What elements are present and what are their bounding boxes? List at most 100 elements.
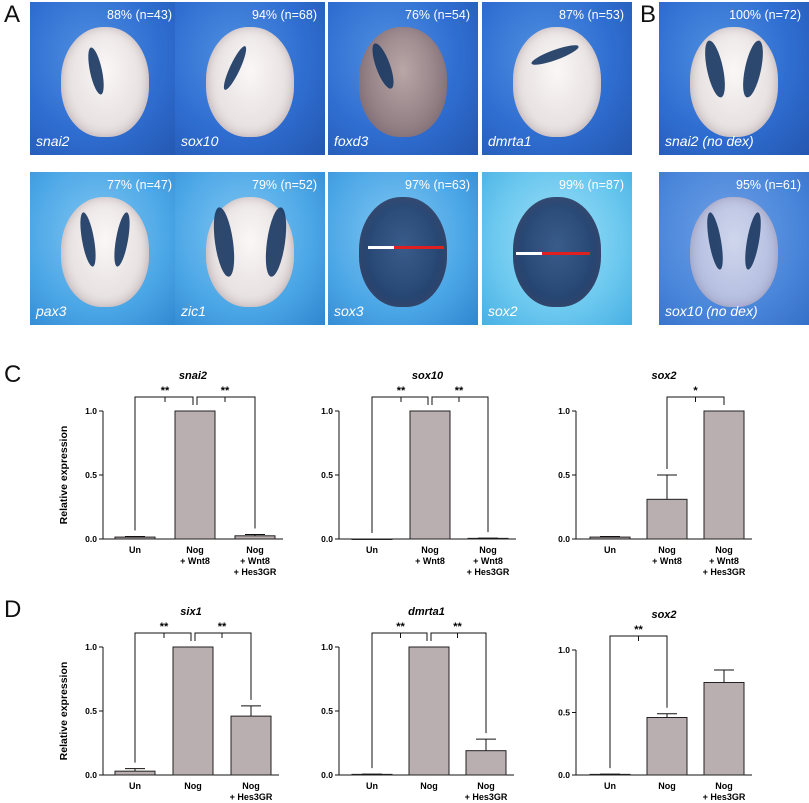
bar [703, 682, 745, 776]
gene-label: snai2 (no dex) [665, 133, 754, 149]
embryo-image-sox3: 97% (n=63) sox3 [328, 172, 478, 325]
category-label: + Hes3GR [467, 567, 510, 577]
chart-title: six1 [180, 606, 201, 618]
category-label: Nog [421, 545, 439, 555]
gene-label: sox10 (no dex) [665, 303, 758, 319]
y-tick-label: 0.5 [321, 706, 333, 716]
y-tick-label: 0.0 [558, 534, 570, 544]
y-axis-label: Relative expression [58, 426, 70, 525]
y-tick-label: 0.0 [85, 770, 97, 780]
category-label: Un [366, 781, 378, 791]
significance-bracket [371, 396, 429, 533]
bar [646, 498, 688, 540]
percentage-label: 95% (n=61) [736, 178, 801, 192]
category-label: Un [604, 781, 616, 791]
chart-title: snai2 [179, 370, 207, 382]
y-tick-label: 1.0 [558, 645, 570, 655]
gene-label: pax3 [36, 303, 67, 319]
y-tick-label: 1.0 [321, 642, 333, 652]
width-marker-red [542, 252, 590, 255]
category-label: + Hes3GR [703, 792, 746, 802]
significance-label: * [693, 385, 698, 397]
panel-label-c: C [4, 361, 22, 388]
chart-title: dmrta1 [408, 606, 445, 618]
gene-label: sox3 [334, 303, 364, 319]
chart-title: sox2 [651, 609, 676, 621]
significance-label: ** [161, 385, 170, 397]
bar [589, 536, 631, 540]
category-label: + Wnt8 [473, 556, 503, 566]
bar [646, 717, 688, 776]
percentage-label: 76% (n=54) [405, 8, 470, 22]
category-label: + Hes3GR [230, 792, 273, 802]
significance-label: ** [160, 621, 169, 633]
panel-label-b: B [640, 1, 657, 28]
percentage-label: 79% (n=52) [252, 178, 317, 192]
bar [351, 538, 393, 540]
y-tick-label: 0.5 [85, 470, 97, 480]
significance-label: ** [221, 385, 230, 397]
category-label: Nog [479, 545, 497, 555]
embryo-image-sox2: 99% (n=87) sox2 [482, 172, 632, 325]
embryo-image-foxd3: 76% (n=54) foxd3 [328, 2, 478, 155]
percentage-label: 99% (n=87) [559, 178, 624, 192]
category-label: Nog [186, 545, 204, 555]
embryo [61, 196, 149, 307]
embryo [513, 26, 601, 137]
bar [114, 536, 156, 540]
category-label: Nog [658, 781, 676, 791]
embryo [359, 196, 447, 307]
gene-label: snai2 [36, 133, 70, 149]
bar [230, 715, 272, 776]
y-tick-label: 0.0 [558, 770, 570, 780]
category-label: Un [129, 781, 141, 791]
bar [408, 646, 450, 776]
y-tick-label: 0.5 [321, 470, 333, 480]
embryo-image-zic1: 79% (n=52) zic1 [175, 172, 325, 325]
gene-label: dmrta1 [488, 133, 532, 149]
panel-label-d: D [4, 596, 22, 623]
y-tick-label: 0.0 [85, 534, 97, 544]
category-label: + Hes3GR [703, 567, 746, 577]
significance-label: ** [455, 385, 464, 397]
gene-label: zic1 [181, 303, 206, 319]
significance-bracket [371, 632, 428, 769]
bar [172, 646, 214, 776]
y-tick-label: 1.0 [85, 406, 97, 416]
y-tick-label: 1.0 [558, 406, 570, 416]
gene-label: sox10 [181, 133, 219, 149]
percentage-label: 100% (n=72) [729, 8, 801, 22]
y-tick-label: 0.0 [321, 770, 333, 780]
embryo [513, 196, 601, 307]
bar [409, 410, 451, 540]
bar [174, 410, 216, 540]
bar [703, 410, 745, 540]
significance-bracket [431, 396, 489, 533]
embryo-image-snai2-no-dex: 100% (n=72) snai2 (no dex) [659, 2, 809, 155]
chart-title: sox2 [651, 370, 676, 382]
significance-bracket [134, 632, 192, 763]
y-tick-label: 0.5 [558, 470, 570, 480]
gene-label: sox2 [488, 303, 518, 319]
width-marker-white [516, 252, 542, 255]
significance-label: ** [396, 621, 405, 633]
significance-label: ** [634, 624, 643, 636]
embryo [690, 196, 778, 307]
category-label: + Hes3GR [234, 567, 277, 577]
significance-label: ** [397, 385, 406, 397]
width-marker-white [368, 246, 394, 249]
y-tick-label: 0.0 [321, 534, 333, 544]
embryo-image-sox10: 94% (n=68) sox10 [175, 2, 325, 155]
category-label: + Wnt8 [180, 556, 210, 566]
category-label: Un [604, 545, 616, 555]
percentage-label: 77% (n=47) [107, 178, 172, 192]
category-label: + Hes3GR [465, 792, 508, 802]
significance-bracket [134, 396, 194, 531]
category-label: Nog [420, 781, 438, 791]
y-axis-label: Relative expression [58, 662, 70, 761]
significance-bracket [196, 396, 256, 529]
bar [234, 535, 276, 540]
percentage-label: 97% (n=63) [405, 178, 470, 192]
significance-bracket [430, 632, 487, 734]
